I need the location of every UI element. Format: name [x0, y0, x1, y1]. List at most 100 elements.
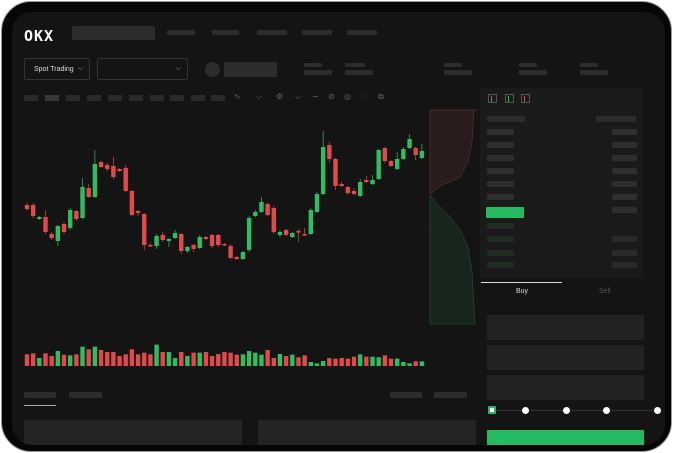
ask-price: [487, 181, 514, 187]
draw-tool-icon[interactable]: ⊘: [328, 92, 335, 101]
candle-body: [185, 247, 190, 251]
volume-bar: [185, 356, 190, 366]
volume-bar: [308, 362, 314, 366]
timeframe-button[interactable]: [211, 95, 225, 101]
volume-bar: [259, 354, 264, 366]
price-input[interactable]: [487, 315, 644, 340]
volume-bar: [209, 356, 215, 366]
volume-bar: [277, 354, 283, 366]
candlestick-chart[interactable]: [12, 12, 665, 445]
volume-bar: [351, 356, 357, 366]
volume-bar: [74, 354, 79, 366]
candle-body: [228, 246, 233, 258]
buy-button[interactable]: [487, 430, 644, 445]
nav-item[interactable]: [167, 30, 195, 35]
volume-bar: [407, 363, 412, 366]
timeframe-button[interactable]: [108, 95, 122, 101]
target-icon[interactable]: ◎: [344, 92, 351, 101]
candle-body: [74, 211, 79, 219]
candle-body: [117, 169, 122, 171]
nav-item[interactable]: [347, 30, 377, 35]
fullscreen-icon[interactable]: ⧉: [378, 92, 384, 101]
line-tool-icon[interactable]: ∼: [312, 92, 319, 101]
assets-panel: [258, 420, 476, 445]
amount-slider-track[interactable]: [492, 410, 660, 411]
slider-stop-75[interactable]: [603, 407, 610, 414]
nav-item[interactable]: [212, 30, 239, 35]
candle-body: [290, 233, 295, 237]
bottom-tab-open-orders[interactable]: [24, 392, 56, 398]
ask-amount: [612, 207, 637, 213]
volume-bar: [197, 352, 202, 366]
volume-bar: [55, 351, 61, 366]
timeframe-button[interactable]: [191, 95, 205, 101]
okx-logo[interactable]: OKX: [24, 27, 55, 45]
timeframe-button[interactable]: [24, 95, 38, 101]
bottom-action[interactable]: [390, 392, 422, 398]
asks-only-icon[interactable]: [521, 94, 530, 103]
timeframe-button[interactable]: [66, 95, 80, 101]
volume-bar: [86, 349, 91, 366]
candle-body: [123, 168, 128, 191]
stat-label: [444, 63, 462, 67]
tab-buy[interactable]: Buy: [516, 288, 529, 295]
candle-body: [98, 162, 104, 167]
indicator-icon[interactable]: ∿: [234, 92, 241, 101]
both-sides-icon[interactable]: [488, 94, 497, 103]
bottom-tab-history[interactable]: [69, 392, 102, 398]
bid-amount: [612, 236, 637, 242]
tab-sell[interactable]: Sell: [599, 288, 611, 295]
volume-bar: [43, 353, 48, 366]
timeframe-button[interactable]: [45, 95, 59, 101]
volume-bar: [413, 361, 418, 366]
candle-body: [80, 187, 85, 218]
orderbook-header-price: [487, 116, 525, 122]
volume-bar: [339, 358, 344, 366]
candle-body: [135, 211, 141, 213]
volume-bar: [67, 355, 73, 366]
search-bar[interactable]: [72, 26, 155, 40]
nav-item[interactable]: [302, 30, 332, 35]
ask-price: [487, 194, 514, 200]
pair-selector[interactable]: ⌵: [97, 58, 188, 80]
candle-body: [364, 180, 369, 182]
amount-input[interactable]: [487, 345, 644, 370]
candle-body: [246, 218, 252, 250]
orders-panel: [24, 420, 242, 445]
stat-value: [444, 70, 472, 75]
tab-underline: [481, 282, 562, 283]
slider-stop-100[interactable]: [654, 407, 661, 414]
candle-body: [345, 187, 351, 193]
slider-stop-25[interactable]: [522, 407, 529, 414]
volume-bar: [246, 351, 252, 366]
timeframe-button[interactable]: [129, 95, 143, 101]
candle-body: [166, 239, 172, 241]
chevron-down-icon[interactable]: ⌵: [295, 92, 302, 101]
candle-body: [49, 234, 54, 238]
candle-body: [302, 234, 307, 236]
reset-icon[interactable]: ◌: [360, 92, 365, 101]
candle-body: [259, 202, 264, 212]
candle-body: [209, 235, 215, 246]
slider-stop-50[interactable]: [563, 407, 570, 414]
timeframe-button[interactable]: [170, 95, 184, 101]
bids-only-icon[interactable]: [505, 94, 514, 103]
total-input[interactable]: [487, 375, 644, 400]
bottom-action[interactable]: [434, 392, 467, 398]
timeframe-button[interactable]: [87, 95, 101, 101]
ask-price: [487, 168, 514, 174]
chart-type-icon[interactable]: ⌵: [256, 92, 263, 101]
volume-bar: [222, 352, 227, 366]
volume-bar: [290, 354, 295, 366]
settings-icon[interactable]: ⚙: [276, 92, 284, 101]
market-selector[interactable]: Spot Trading ⌵: [24, 58, 90, 80]
candle-body: [327, 145, 332, 159]
slider-handle[interactable]: [488, 406, 496, 414]
candle-body: [357, 182, 363, 196]
volume-bar: [296, 357, 301, 366]
nav-item[interactable]: [257, 30, 287, 35]
timeframe-button[interactable]: [150, 95, 164, 101]
chevron-down-icon: ⌵: [77, 65, 84, 72]
candle-body: [129, 191, 135, 215]
candle-body: [43, 217, 48, 232]
